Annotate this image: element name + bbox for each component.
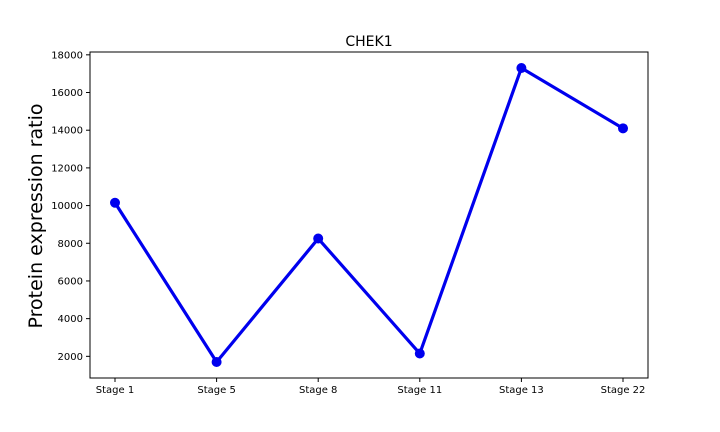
y-tick-label: 8000: [58, 239, 83, 250]
data-point: [414, 348, 425, 359]
data-point: [313, 233, 324, 244]
plot-series: [110, 63, 628, 367]
y-tick-label: 18000: [51, 50, 83, 61]
data-point: [618, 123, 628, 134]
x-tick-label: Stage 13: [499, 385, 544, 396]
y-tick-label: 12000: [51, 163, 83, 174]
x-tick-label: Stage 5: [197, 385, 235, 396]
x-tick-label: Stage 22: [601, 385, 646, 396]
y-axis-label: Protein expression ratio: [25, 104, 47, 329]
y-tick-label: 16000: [51, 88, 83, 99]
y-tick-label: 6000: [58, 276, 83, 287]
chart-title: CHEK1: [345, 34, 392, 50]
y-tick-label: 4000: [58, 314, 83, 325]
x-tick-label: Stage 11: [397, 385, 442, 396]
series-line: [113, 66, 624, 364]
data-point: [211, 356, 222, 367]
y-axis-ticks: 2000 4000 6000 8000 10000 12000 14000 16000 1800…: [51, 50, 90, 363]
plot-frame: [89, 51, 649, 379]
data-point: [516, 63, 527, 74]
y-tick-label: 14000: [51, 126, 83, 137]
data-point: [110, 197, 120, 208]
x-tick-label: Stage 1: [96, 385, 134, 396]
y-tick-label: 10000: [51, 201, 83, 212]
x-tick-label: Stage 8: [299, 385, 337, 396]
y-tick-label: 2000: [58, 352, 83, 363]
x-axis-ticks: Stage 1 Stage 5 Stage 8 Stage 11 Stage 13 Sta…: [96, 378, 646, 396]
